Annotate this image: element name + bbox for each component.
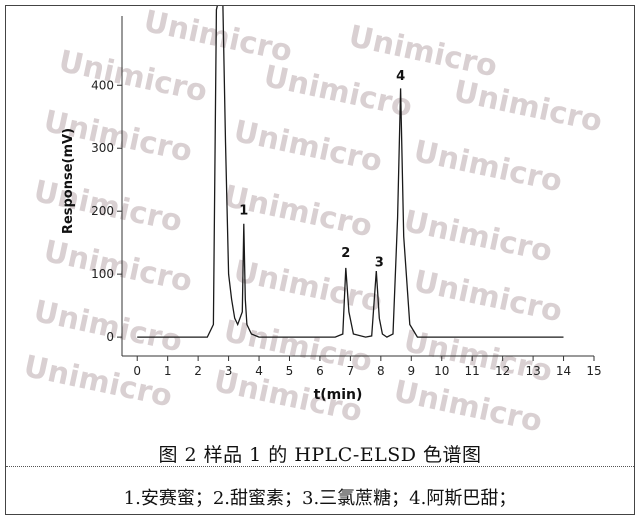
x-tick-label: 7 [347,364,355,378]
watermark-text: Unimicro [451,74,606,140]
watermark-text: Unimicro [261,59,416,125]
x-tick-label: 10 [434,364,449,378]
x-tick-label: 15 [586,364,601,378]
series-layer [137,6,564,338]
caption-divider [6,466,634,467]
x-tick-label: 13 [525,364,540,378]
peak-label: 3 [375,256,384,271]
x-tick-label: 11 [465,364,480,378]
x-tick-label: 4 [255,364,263,378]
peak-legend: 1.安赛蜜；2.甜蜜素；3.三氯蔗糖；4.阿斯巴甜； [123,488,517,509]
y-tick-label: 100 [91,267,114,281]
x-tick-label: 8 [377,364,385,378]
x-tick-label: 3 [225,364,233,378]
x-tick-label: 5 [286,364,294,378]
watermark-text: Unimicro [401,204,556,270]
x-tick-label: 9 [407,364,415,378]
y-tick-label: 200 [91,204,114,218]
peak-label: 1 [239,203,248,218]
y-axis-title: Response(mV) [61,128,76,234]
peak-label: 4 [396,69,405,84]
x-tick-label: 1 [164,364,172,378]
peak-labels: 1 2 3 4 [239,69,405,270]
figure-frame: Unimicro Unimicro Unimicro Unimicro Unimicro… [5,5,635,515]
x-tick-label: 2 [194,364,202,378]
watermark-text: Unimicro [231,254,386,320]
watermark-text: Unimicro [411,264,566,330]
y-tick-label: 400 [91,78,114,92]
y-tick-label: 300 [91,141,114,155]
x-tick-label: 12 [495,364,510,378]
x-tick-label: 14 [556,364,571,378]
axes: 0 1 2 3 4 5 6 7 8 9 10 11 12 13 14 150100200300400t(min… [61,16,602,403]
peak-label: 2 [341,246,350,261]
watermark-text: Unimicro [41,234,196,300]
x-tick-label: 0 [133,364,141,378]
y-tick-label: 0 [106,330,114,344]
watermark-text: Unimicro [31,294,186,360]
chromatogram-trace [137,6,564,338]
watermark-text: Unimicro [411,134,566,200]
figure-caption: 图 2 样品 1 的 HPLC-ELSD 色谱图 [158,444,482,466]
watermark-text: Unimicro [21,349,176,415]
watermark-text: Unimicro [346,19,501,85]
watermark-text: Unimicro [56,44,211,110]
x-tick-label: 6 [316,364,324,378]
x-axis-title: t(min) [314,387,363,403]
watermark-text: Unimicro [231,114,386,180]
